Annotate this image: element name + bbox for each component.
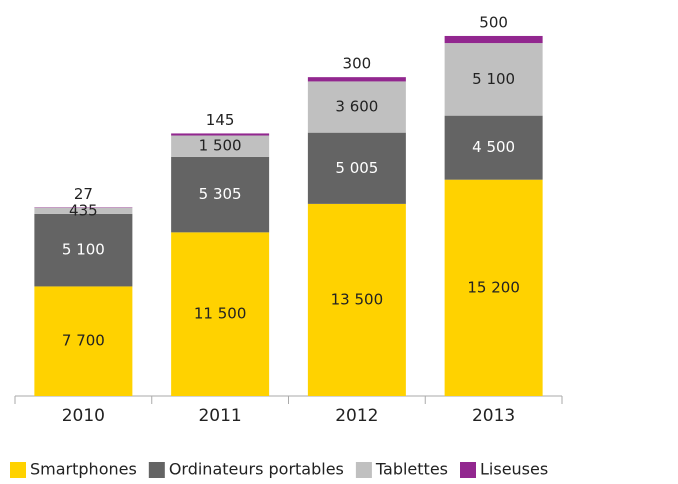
data-label: 5 005: [335, 159, 378, 177]
data-label: 4 500: [472, 138, 515, 156]
data-label: 13 500: [331, 290, 384, 308]
bar-segment: [444, 35, 543, 44]
bar-segment: [307, 77, 406, 82]
data-label: 145: [206, 111, 235, 129]
bar-segment: [444, 43, 543, 116]
data-label: 5 305: [199, 185, 242, 203]
x-tick-label: 2010: [62, 406, 105, 426]
legend-label: Liseuses: [480, 460, 548, 479]
legend-label: Tablettes: [375, 460, 448, 479]
bar-segment: [34, 213, 133, 287]
bar-segment: [171, 133, 270, 136]
data-label: 15 200: [467, 278, 520, 296]
data-label: 435: [69, 201, 98, 219]
legend-swatch: [10, 462, 26, 478]
bar-segment: [34, 286, 133, 396]
bar-segment: [307, 132, 406, 204]
data-label: 11 500: [194, 305, 247, 323]
legend-swatch: [355, 462, 372, 478]
bar-segment: [444, 179, 543, 396]
bar-segment: [444, 115, 543, 180]
data-label: 3 600: [335, 98, 378, 116]
bar-segment: [171, 135, 270, 157]
x-tick-label: 2012: [335, 406, 378, 426]
legend-label: Ordinateurs portables: [169, 460, 344, 479]
bar-segment: [171, 232, 270, 396]
data-label: 7 700: [62, 332, 105, 350]
legend-swatch: [460, 462, 476, 478]
bar-segment: [307, 81, 406, 133]
x-tick-label: 2013: [472, 406, 515, 426]
data-label: 1 500: [199, 137, 242, 155]
bar-segment: [34, 207, 133, 214]
legend-swatch: [148, 462, 165, 478]
data-label: 300: [343, 55, 372, 73]
legend-label: Smartphones: [30, 460, 137, 479]
bar-segment: [307, 203, 406, 396]
bar-segment: [171, 156, 270, 233]
data-label: 500: [479, 13, 508, 31]
data-label: 5 100: [62, 241, 105, 259]
data-label: 27: [74, 185, 93, 203]
data-label: 5 100: [472, 70, 515, 88]
x-tick-label: 2011: [198, 406, 241, 426]
